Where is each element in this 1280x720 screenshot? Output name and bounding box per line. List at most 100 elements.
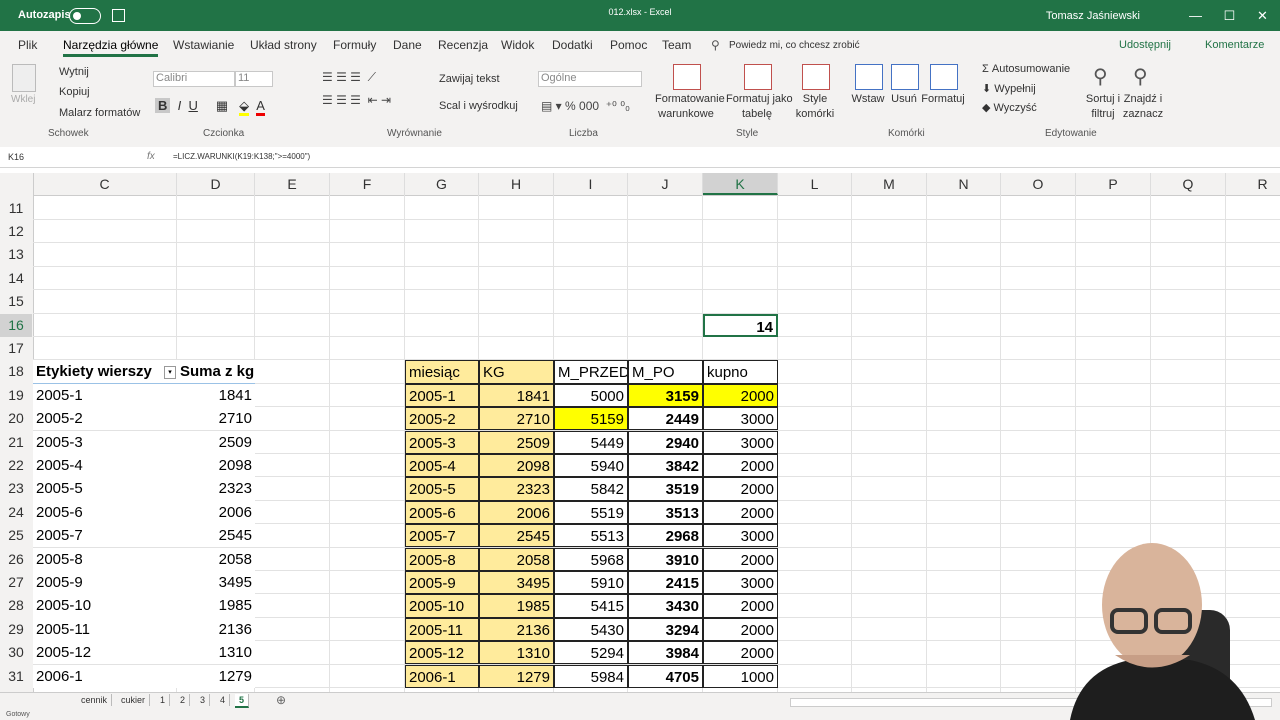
pivot-row-label: 2005-2	[33, 407, 177, 431]
table-cell: 2545	[479, 524, 554, 548]
font-format-buttons[interactable]: B I U ▦ ⬙ A	[155, 98, 265, 116]
row-line	[33, 265, 1280, 267]
ribbon-tab[interactable]: Dodatki	[552, 38, 593, 52]
ribbon-tab[interactable]: Narzędzia główne	[63, 38, 159, 57]
row-header: 13	[8, 246, 24, 263]
pivot-value: 2710	[177, 407, 255, 431]
ribbon-tab[interactable]: Plik	[18, 38, 38, 52]
cut-button[interactable]: Wytnij	[59, 66, 89, 78]
style-button-label[interactable]: Formatuj jako	[726, 93, 793, 105]
pivot-value: 1310	[177, 641, 255, 665]
edit-button-label[interactable]: Znajdź i	[1123, 93, 1163, 105]
row-header: 17	[8, 339, 24, 356]
ribbon-icon: ⚲	[1133, 66, 1148, 88]
fx-label: fx	[147, 151, 155, 162]
group-label: Edytowanie	[1045, 128, 1097, 139]
clear-button[interactable]: ◆ Wyczyść	[982, 102, 1037, 114]
ribbon-tab[interactable]: Team	[662, 38, 692, 52]
table-cell: 2000	[703, 383, 778, 408]
ribbon-tab[interactable]: Układ strony	[250, 38, 317, 52]
ribbon-tab[interactable]: Pomoc	[610, 38, 648, 52]
wrap-text-button[interactable]: Zawijaj tekst	[439, 73, 500, 85]
row-header: 28	[8, 597, 24, 614]
style-button-label[interactable]: tabelę	[742, 108, 772, 120]
group-label: Liczba	[569, 128, 598, 139]
column-header: P	[1076, 173, 1151, 195]
style-button-label[interactable]: Formatowanie	[655, 93, 725, 105]
table-cell: 2000	[703, 453, 778, 478]
horizontal-scrollbar[interactable]	[790, 698, 1272, 707]
column-line	[1075, 195, 1076, 692]
ribbon-tab[interactable]: Widok	[501, 38, 535, 52]
column-header: F	[330, 173, 405, 195]
sheet-tab[interactable]: 2	[176, 694, 191, 706]
pivot-value: 2058	[177, 547, 255, 571]
sheet-tab[interactable]: 1	[156, 694, 171, 706]
autosum-button[interactable]: Σ Autosumowanie	[982, 63, 1071, 75]
share-button[interactable]: Udostępnij	[1119, 39, 1171, 51]
window-controls[interactable]: — ☐ ✕	[1189, 8, 1268, 23]
cells-button-label[interactable]: Wstaw	[851, 93, 885, 105]
row-header: 22	[8, 456, 24, 473]
style-button-label[interactable]: warunkowe	[658, 108, 714, 120]
merge-button[interactable]: Scal i wyśrodkuj	[439, 100, 518, 112]
row-header: 24	[8, 503, 24, 520]
table-cell: 3430	[628, 594, 703, 618]
add-sheet-button[interactable]: ⊕	[276, 693, 287, 707]
row-header: 12	[8, 222, 24, 239]
column-header: G	[405, 173, 479, 195]
font-size-box[interactable]: 11	[235, 71, 273, 87]
table-cell: 2005-11	[405, 617, 479, 642]
pivot-value: 1985	[177, 594, 255, 618]
group-label: Schowek	[48, 128, 89, 139]
autosave-toggle[interactable]	[69, 8, 101, 24]
table-cell: 3513	[628, 500, 703, 525]
name-box[interactable]: K16	[8, 152, 25, 162]
pivot-value: 1841	[177, 383, 255, 408]
table-cell: 2509	[479, 430, 554, 454]
copy-button[interactable]: Kopiuj	[59, 86, 90, 98]
pivot-row-label: 2005-8	[33, 547, 177, 571]
ribbon-tab[interactable]: Dane	[393, 38, 422, 52]
ribbon-tab[interactable]: Recenzja	[438, 38, 489, 52]
ribbon-tab[interactable]: Wstawianie	[173, 38, 235, 52]
column-header: M	[852, 173, 927, 195]
column-line	[1150, 195, 1151, 692]
edit-button-label[interactable]: zaznacz	[1122, 108, 1164, 120]
table-cell: 2005-6	[405, 500, 479, 525]
number-format-box[interactable]: Ogólne	[538, 71, 642, 87]
edit-button-label[interactable]: Sortuj i	[1085, 93, 1121, 105]
filter-button[interactable]: ▾	[164, 366, 176, 380]
number-buttons[interactable]: ▤ ▾ % 000 ⁺⁰ ⁰₀	[541, 99, 630, 113]
table-cell: 2940	[628, 430, 703, 454]
sheet-tab[interactable]: 5	[235, 694, 250, 708]
ribbon	[0, 31, 1280, 148]
format-painter-button[interactable]: Malarz formatów	[59, 107, 141, 119]
cells-button-label[interactable]: Formatuj	[921, 93, 965, 105]
formula-bar	[0, 147, 1280, 168]
sheet-tab[interactable]: 3	[196, 694, 211, 706]
sheet-tab[interactable]: cukier	[117, 694, 151, 706]
paste-button[interactable]: Wklej	[11, 94, 36, 105]
column-line	[1225, 195, 1226, 692]
pivot-row-label: 2005-12	[33, 641, 177, 665]
search-box[interactable]: Powiedz mi, co chcesz zrobić	[729, 40, 860, 51]
table-cell: 5968	[554, 547, 628, 571]
align-buttons[interactable]: ☰ ☰ ☰ ⟋ ☰ ☰ ☰ ⇤ ⇥	[322, 70, 392, 107]
sheet-tab[interactable]: 4	[216, 694, 231, 706]
comments-button[interactable]: Komentarze	[1205, 39, 1265, 51]
sheet-tab[interactable]: cennik	[77, 694, 113, 706]
style-button-label[interactable]: komórki	[795, 108, 835, 120]
table-cell: 3294	[628, 617, 703, 642]
font-name-box[interactable]: Calibri	[153, 71, 235, 87]
table-cell: 1310	[479, 641, 554, 665]
ribbon-tab[interactable]: Formuły	[333, 38, 377, 52]
cells-button-label[interactable]: Usuń	[891, 93, 917, 105]
table-cell: 2005-3	[405, 430, 479, 454]
style-button-label[interactable]: Style	[802, 93, 828, 105]
save-icon[interactable]	[112, 9, 125, 22]
table-cell: 2098	[479, 453, 554, 478]
fill-button[interactable]: ⬇ Wypełnij	[982, 83, 1036, 95]
edit-button-label[interactable]: filtruj	[1091, 108, 1115, 120]
